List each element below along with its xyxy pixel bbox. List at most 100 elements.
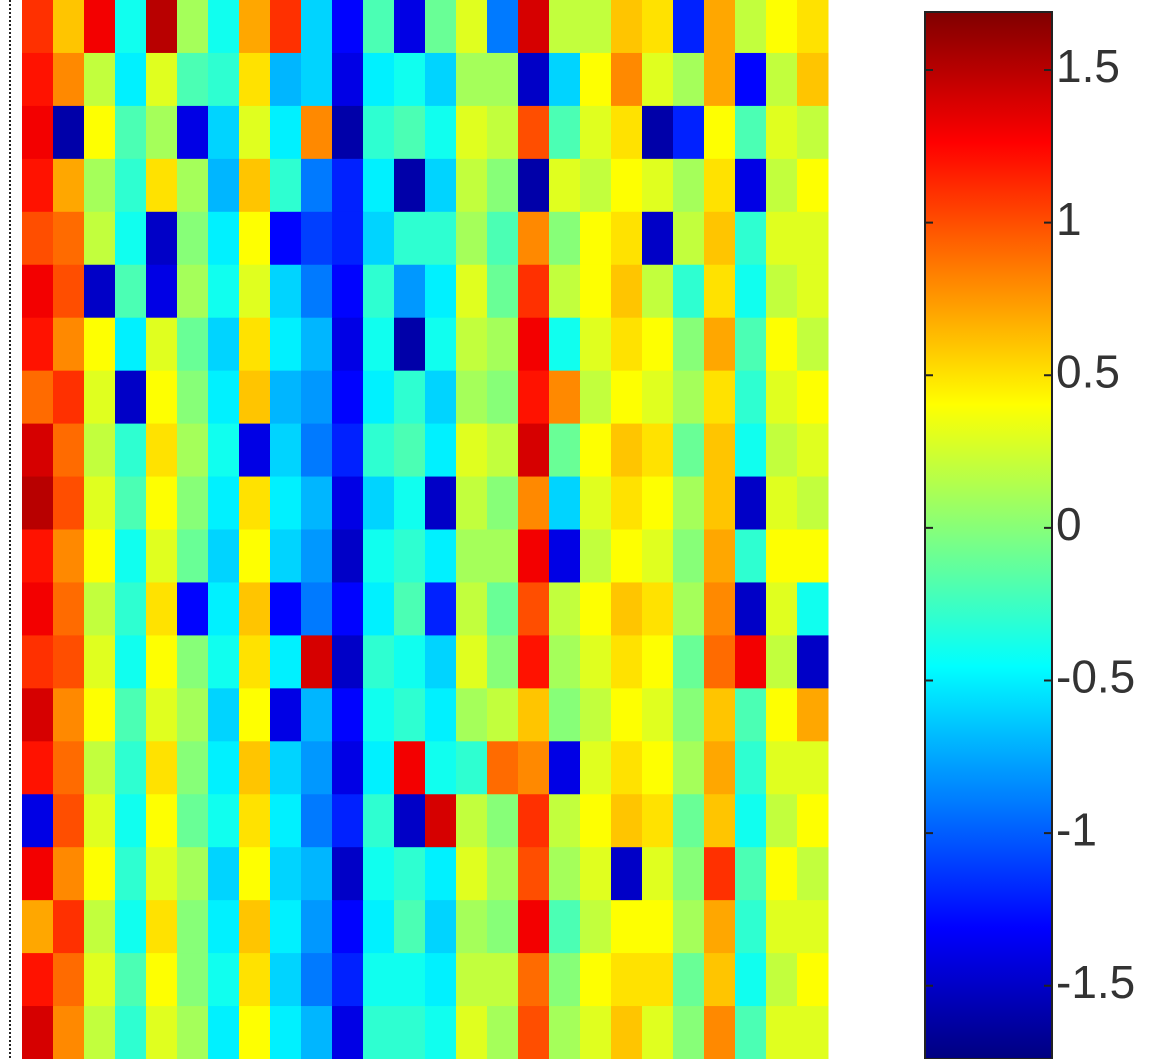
heatmap-cell [735, 105, 767, 160]
heatmap-cell [394, 741, 426, 795]
heatmap-cell [549, 529, 581, 583]
heatmap-cell [456, 476, 488, 530]
heatmap-cell [270, 105, 302, 160]
heatmap-cell [270, 0, 302, 54]
heatmap-cell [673, 370, 705, 425]
heatmap-cell [735, 953, 767, 1007]
heatmap-cell [208, 1006, 240, 1059]
heatmap-cell [642, 0, 674, 54]
heatmap-cell [53, 158, 85, 213]
heatmap-cell [84, 211, 116, 266]
heatmap-cell [797, 105, 829, 160]
heatmap-cell [115, 794, 147, 848]
heatmap-cell [797, 476, 829, 530]
heatmap-cell [425, 105, 457, 160]
heatmap-cell [456, 105, 488, 160]
heatmap-cell [642, 741, 674, 795]
heatmap-cell [549, 0, 581, 54]
heatmap-cell [22, 105, 54, 160]
heatmap-cell [53, 900, 85, 954]
heatmap-cell [301, 105, 333, 160]
heatmap-cell [487, 476, 519, 530]
heatmap-cell [642, 52, 674, 107]
heatmap-cell [394, 105, 426, 160]
heatmap-cell [735, 211, 767, 266]
heatmap-cell [425, 158, 457, 213]
heatmap-cell [642, 211, 674, 266]
heatmap-cell [642, 317, 674, 372]
heatmap-cell [580, 158, 612, 213]
heatmap-cell [394, 370, 426, 425]
heatmap-cell [22, 158, 54, 213]
heatmap-cell [797, 794, 829, 848]
heatmap-cell [394, 635, 426, 689]
heatmap-cell [673, 0, 705, 54]
heatmap-cell [22, 211, 54, 266]
heatmap-cell [518, 476, 550, 530]
heatmap-cell [115, 1006, 147, 1059]
heatmap-cell [146, 52, 178, 107]
heatmap-cell [673, 635, 705, 689]
heatmap-cell [456, 317, 488, 372]
heatmap-cell [270, 953, 302, 1007]
heatmap-cell [394, 423, 426, 478]
heatmap-cell [208, 794, 240, 848]
heatmap-cell [332, 794, 364, 848]
heatmap-cell [146, 105, 178, 160]
heatmap-cell [270, 423, 302, 478]
heatmap-cell [84, 423, 116, 478]
heatmap-cell [270, 635, 302, 689]
heatmap-cell [673, 794, 705, 848]
heatmap-cell [797, 0, 829, 54]
heatmap-cell [456, 688, 488, 742]
heatmap-cell [487, 953, 519, 1007]
heatmap-cell [456, 423, 488, 478]
heatmap-cell [735, 635, 767, 689]
heatmap-cell [611, 847, 643, 901]
heatmap-cell [549, 476, 581, 530]
heatmap-cell [53, 635, 85, 689]
heatmap-cell [673, 529, 705, 583]
heatmap-cell [84, 847, 116, 901]
heatmap-cell [580, 211, 612, 266]
heatmap-cell [766, 741, 798, 795]
heatmap-cell [580, 582, 612, 636]
heatmap-cell [766, 370, 798, 425]
heatmap-cell [425, 423, 457, 478]
heatmap-cell [239, 423, 271, 478]
heatmap-cell [208, 423, 240, 478]
heatmap-cell [549, 688, 581, 742]
heatmap-cell [487, 105, 519, 160]
heatmap-cell [208, 900, 240, 954]
heatmap-cell [487, 794, 519, 848]
colorbar-tick-label: 0.5 [1056, 345, 1120, 397]
heatmap-cell [177, 423, 209, 478]
heatmap-cell [518, 423, 550, 478]
heatmap-cell [487, 264, 519, 319]
heatmap-cell [766, 52, 798, 107]
heatmap-cell [332, 582, 364, 636]
heatmap-cell [332, 423, 364, 478]
heatmap-cell [270, 158, 302, 213]
heatmap-cell [611, 317, 643, 372]
heatmap-cell [642, 158, 674, 213]
heatmap-cell [487, 900, 519, 954]
heatmap-cell [735, 423, 767, 478]
heatmap-cell [22, 423, 54, 478]
heatmap-cell [487, 582, 519, 636]
heatmap-cell [580, 0, 612, 54]
heatmap-cell [239, 370, 271, 425]
heatmap-cell [518, 688, 550, 742]
heatmap-cell [394, 900, 426, 954]
heatmap-cell [22, 582, 54, 636]
heatmap-cell [22, 0, 54, 54]
heatmap-cell [146, 158, 178, 213]
heatmap-cell [580, 741, 612, 795]
heatmap-cell [363, 105, 395, 160]
heatmap-cell [487, 211, 519, 266]
heatmap-cell [84, 529, 116, 583]
heatmap-cell [301, 264, 333, 319]
heatmap-cell [84, 264, 116, 319]
heatmap-cell [146, 264, 178, 319]
heatmap-cell [797, 900, 829, 954]
